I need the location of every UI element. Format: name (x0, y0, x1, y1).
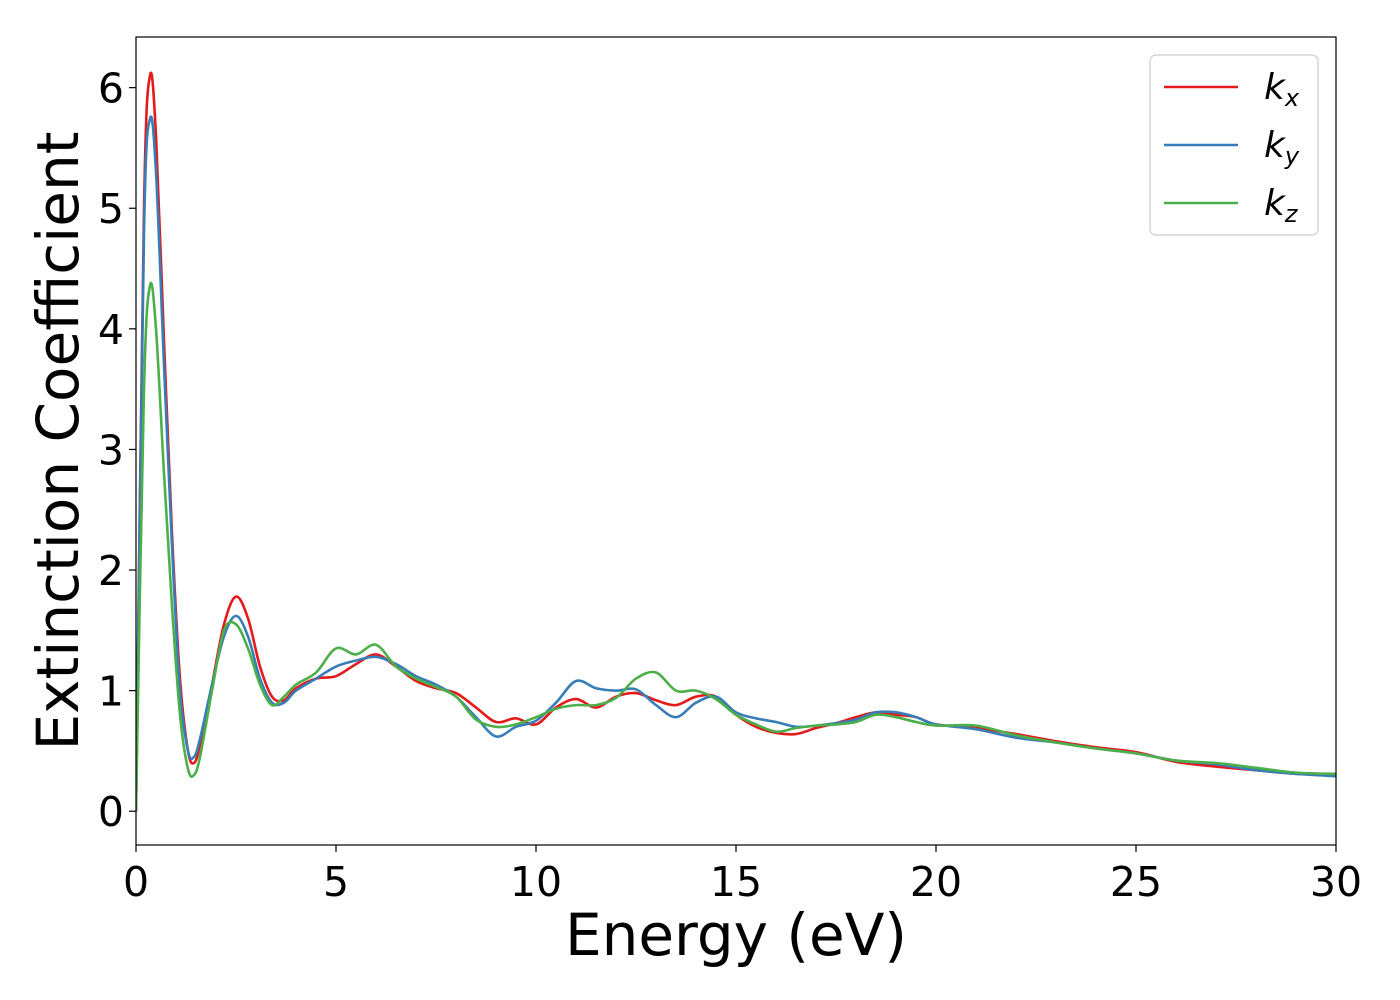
x-axis-title: Energy (eV) (565, 901, 907, 969)
y-axis-title: Extinction Coefficient (24, 132, 92, 751)
x-tick-label: 5 (323, 858, 349, 906)
y-tick-label: 5 (98, 185, 124, 233)
y-tick-label: 6 (98, 65, 124, 113)
x-tick-label: 20 (910, 858, 962, 906)
y-tick-label: 4 (98, 306, 124, 354)
x-tick-label: 25 (1110, 858, 1162, 906)
x-tick-label: 15 (710, 858, 762, 906)
y-tick-label: 1 (98, 668, 124, 716)
x-tick-label: 30 (1310, 858, 1362, 906)
y-tick-label: 2 (98, 547, 124, 595)
y-tick-label: 0 (98, 788, 124, 836)
x-tick-label: 10 (510, 858, 562, 906)
x-tick-label: 0 (123, 858, 149, 906)
y-tick-label: 3 (98, 426, 124, 474)
